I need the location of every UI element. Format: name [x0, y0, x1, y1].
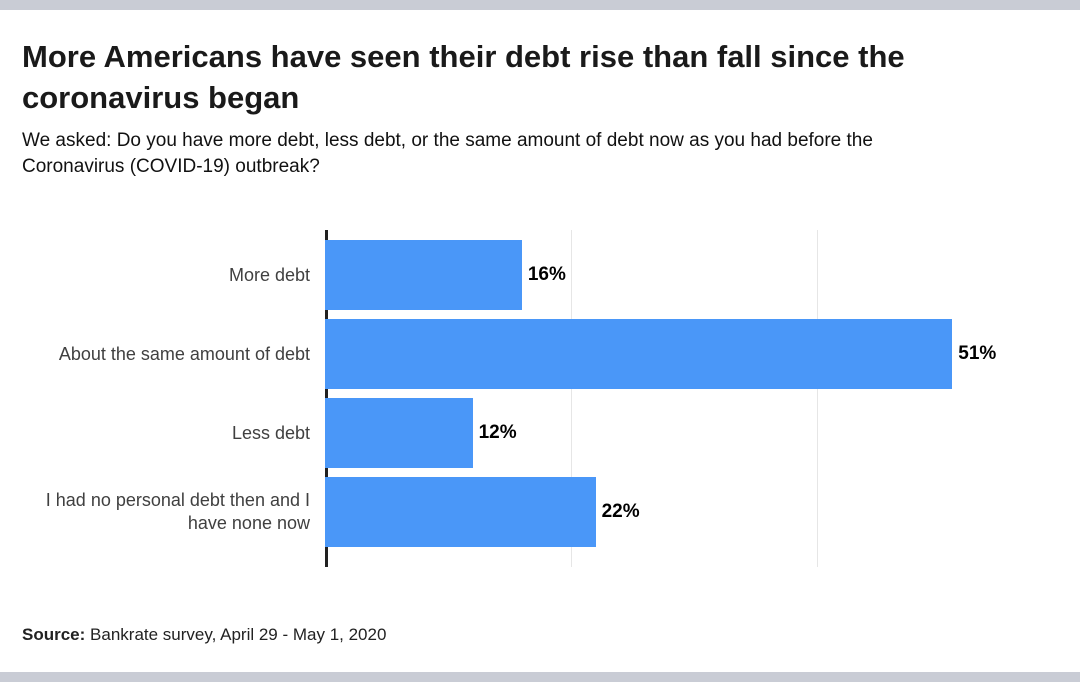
page-content: More Americans have seen their debt rise…	[0, 36, 1080, 645]
page-title: More Americans have seen their debt rise…	[22, 39, 905, 115]
category-label: Less debt	[231, 422, 310, 443]
chart-row: Less debt 12%	[22, 398, 1063, 468]
chart-row: About the same amount of debt 51%	[22, 319, 1063, 389]
category-label: I had no personal debt then and I have n…	[45, 490, 310, 533]
top-edge-strip	[0, 0, 1080, 10]
row-bar-area: 16%	[325, 240, 1063, 310]
gridline	[571, 230, 572, 567]
value-label: 22%	[601, 501, 640, 522]
chart-rows: More debt 16% About the same amount of d…	[22, 240, 1063, 547]
row-bar-area: 12%	[325, 398, 1063, 468]
value-label: 16%	[527, 264, 566, 285]
category-label: About the same amount of debt	[58, 343, 310, 364]
bar	[325, 319, 953, 389]
bar	[325, 240, 522, 310]
bar	[325, 398, 473, 468]
source-text: Bankrate survey, April 29 - May 1, 2020	[90, 625, 387, 644]
row-bar-area: 51%	[325, 319, 1063, 389]
bar-chart: More debt 16% About the same amount of d…	[22, 230, 1063, 567]
chart-row: More debt 16%	[22, 240, 1063, 310]
source-label: Source:	[22, 625, 86, 644]
gridline	[817, 230, 818, 567]
value-label: 51%	[958, 343, 997, 364]
page-subtitle: We asked: Do you have more debt, less de…	[22, 130, 873, 177]
value-label: 12%	[478, 422, 517, 443]
source-line: Source: Bankrate survey, April 29 - May …	[22, 625, 1063, 645]
bar	[325, 477, 596, 547]
chart-row: I had no personal debt then and I have n…	[22, 477, 1063, 547]
category-label: More debt	[228, 264, 310, 285]
bottom-edge-strip	[0, 672, 1080, 682]
row-bar-area: 22%	[325, 477, 1063, 547]
